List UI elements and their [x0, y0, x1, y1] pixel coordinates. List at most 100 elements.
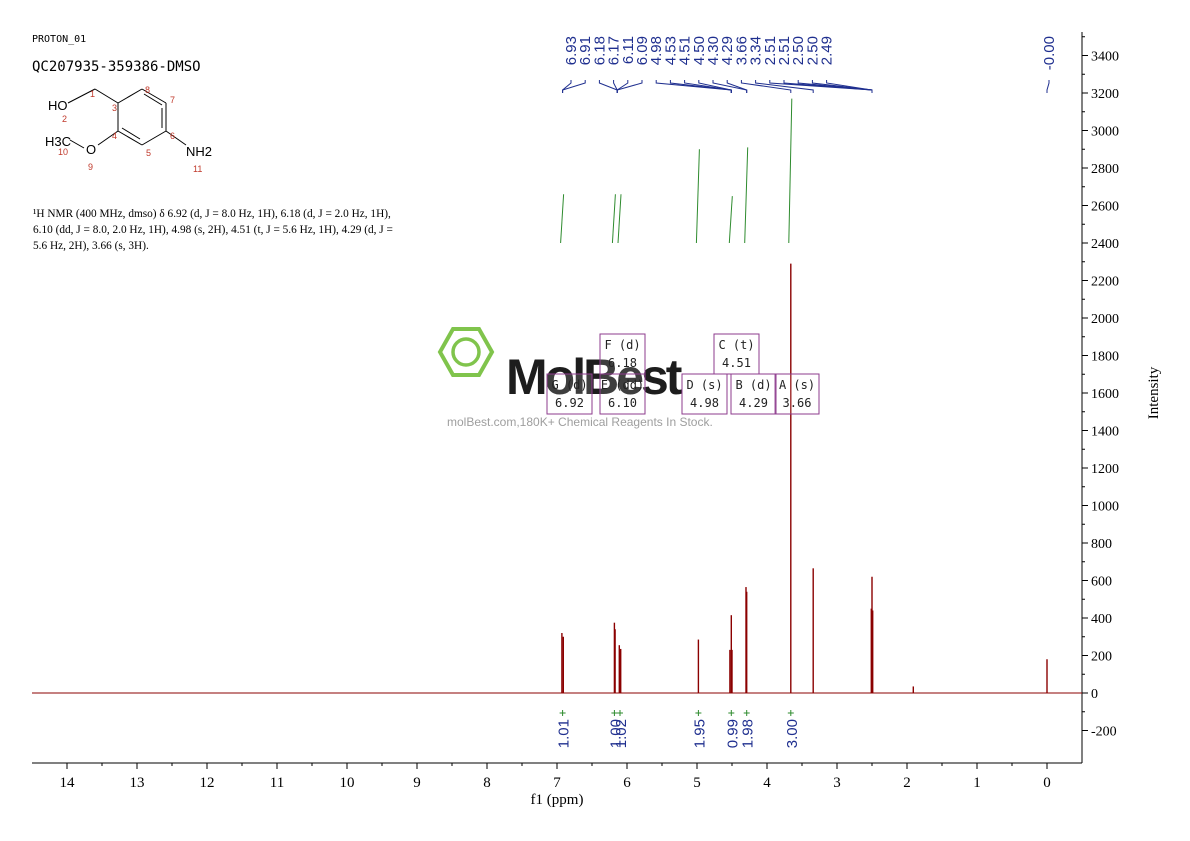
multiplet-shift: 4.29	[739, 396, 768, 410]
integral-curve	[744, 147, 749, 244]
peak-leader-line	[783, 80, 873, 93]
atom-number: 9	[88, 162, 93, 172]
multiplet-shift: 4.98	[690, 396, 719, 410]
integral-value: 1.00	[607, 719, 624, 748]
y-tick-label: -200	[1091, 725, 1117, 740]
peak-shift-label: 6.91	[577, 36, 594, 65]
peak-shift-label: 4.29	[719, 36, 736, 65]
multiplet-shift: 6.92	[555, 396, 584, 410]
x-tick-label: 0	[1043, 775, 1051, 791]
peak-leader-line	[1046, 80, 1050, 93]
y-tick-label: 2400	[1091, 237, 1119, 252]
y-tick-label: 200	[1091, 650, 1112, 665]
y-tick-label: 600	[1091, 575, 1112, 590]
multiplet-boxes: A (s) 3.66 B (d) 4.29 C (t) 4.51D (s) 4.98 E (d…	[546, 333, 820, 415]
atom-number: 6	[170, 131, 175, 141]
y-tick-label: 2600	[1091, 200, 1119, 215]
atom-number: 11	[193, 164, 202, 174]
atom-number: 8	[145, 85, 150, 95]
integral-curve	[617, 194, 622, 244]
y-tick-label: 1000	[1091, 500, 1119, 515]
multiplet-box	[681, 373, 728, 415]
y-axis-ticks: -200 0 200 400 600 800 1000 1200 1400 1600 1800 200…	[1082, 36, 1119, 740]
integral-value: 1.02	[613, 719, 630, 748]
integral-value: 0.99	[724, 719, 741, 748]
y-tick-label: 3000	[1091, 125, 1119, 140]
peak-leader-line	[726, 80, 748, 93]
peak-shift-label: 4.50	[691, 36, 708, 65]
x-tick-label: 5	[693, 775, 701, 791]
hydroxyl-label: HO	[48, 98, 68, 113]
multiplet-shift: 3.66	[783, 396, 812, 410]
atom-number: 7	[170, 95, 175, 105]
y-tick-label: 2000	[1091, 312, 1119, 327]
multiplet-box	[730, 373, 777, 415]
x-tick-label: 8	[483, 775, 491, 791]
peak-shift-label: 6.18	[591, 36, 608, 65]
x-tick-label: 1	[973, 775, 981, 791]
y-tick-label: 400	[1091, 612, 1112, 627]
x-tick-label: 9	[413, 775, 421, 791]
peak-leader-line	[655, 80, 732, 93]
atom-number: 1	[90, 89, 95, 99]
x-tick-label: 13	[130, 775, 145, 791]
methyl-label: H3C	[45, 134, 71, 149]
peak-shift-label: 3.66	[733, 36, 750, 65]
x-tick-label: 11	[270, 775, 284, 791]
peak-leader-line	[598, 80, 618, 93]
peak-shift-label: -0.00	[1041, 36, 1058, 70]
chemical-structure: HO H3C O NH2 1 2 3 4 5 6 7 8 9 10 11	[45, 85, 212, 174]
y-tick-label: 1600	[1091, 387, 1119, 402]
multiplet-box	[546, 373, 593, 415]
atom-number: 10	[58, 147, 68, 157]
x-tick-label: 4	[763, 775, 771, 791]
x-tick-label: 14	[60, 775, 76, 791]
atom-number: 2	[62, 114, 67, 124]
integral-value: 1.01	[556, 719, 573, 748]
integral-curve	[695, 149, 700, 244]
y-tick-label: 2800	[1091, 162, 1119, 177]
peak-leader-line	[562, 80, 586, 93]
x-tick-label: 2	[903, 775, 911, 791]
multiplet-type: D (s)	[686, 378, 722, 392]
peak-shift-label: 4.30	[705, 36, 722, 65]
peak-leader-line	[797, 80, 873, 93]
watermark: MolBest molBest.com,180K+ Chemical Reage…	[437, 327, 713, 429]
watermark-tagline: molBest.com,180K+ Chemical Reagents In S…	[447, 415, 713, 429]
spectrum-peaks	[561, 263, 1048, 693]
multiplet-type: A (s)	[779, 378, 815, 392]
integral-values: 1.01 1.001.02 1.95 0.991.98 3.00	[556, 710, 801, 748]
peak-shift-label: 4.98	[648, 36, 665, 65]
peak-shift-label: 6.09	[634, 36, 651, 65]
peak-shift-label: 4.51	[677, 36, 694, 65]
integral-curve	[728, 196, 733, 244]
peak-leader-line	[562, 80, 572, 93]
peak-leader-line	[698, 80, 732, 93]
peak-shift-labels: 6.936.916.186.176.116.094.984.534.514.50…	[562, 36, 1058, 93]
peak-shift-label: 4.53	[662, 36, 679, 65]
sample-id: QC207935-359386-DMSO	[32, 59, 201, 75]
atom-number: 5	[146, 148, 151, 158]
x-tick-label: 12	[200, 775, 215, 791]
y-tick-label: 1400	[1091, 425, 1119, 440]
experiment-label: PROTON_01	[32, 34, 86, 45]
multiplet-type: G (d)	[551, 378, 587, 392]
y-tick-label: 1200	[1091, 462, 1119, 477]
peak-shift-label: 2.50	[804, 36, 821, 65]
integral-value: 1.98	[740, 719, 757, 748]
peak-leader-line	[826, 80, 873, 93]
multiplet-box	[599, 333, 646, 375]
multiplet-type: C (t)	[718, 338, 754, 352]
watermark-brand: MolBest	[506, 349, 683, 405]
y-tick-label: 1800	[1091, 350, 1119, 365]
multiplet-box	[774, 373, 820, 415]
integral-curve	[611, 194, 616, 244]
peak-shift-label: 2.50	[790, 36, 807, 65]
multiplet-shift: 6.10	[608, 396, 637, 410]
y-axis-label: Intensity	[1146, 366, 1162, 419]
y-tick-label: 3400	[1091, 50, 1119, 65]
multiplet-shift: 6.18	[608, 356, 637, 370]
x-tick-label: 3	[833, 775, 841, 791]
peak-leader-line	[755, 80, 814, 93]
